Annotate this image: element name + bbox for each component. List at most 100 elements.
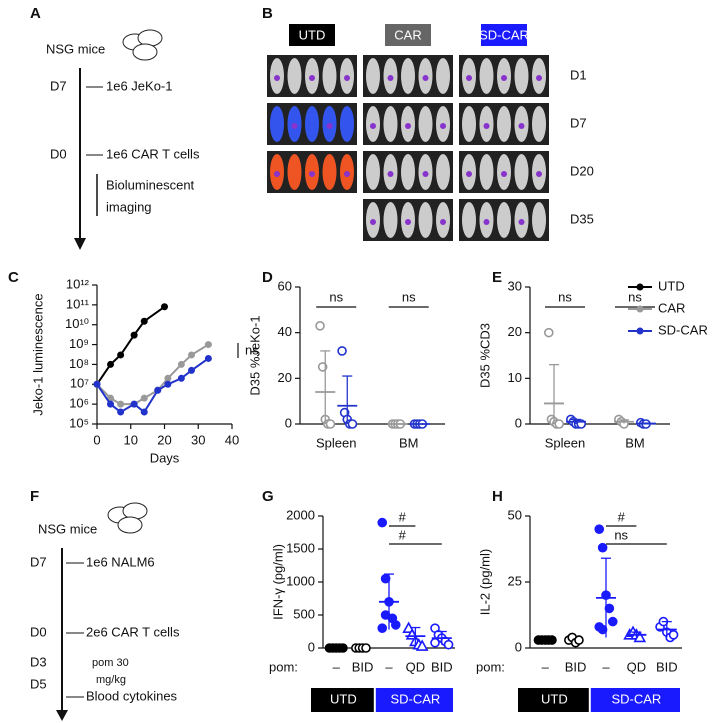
y-axis-label: D35 %CD3 (477, 323, 492, 388)
data-point (543, 327, 554, 338)
mouse-image (436, 58, 450, 94)
column-header-box (385, 24, 431, 46)
legend-dot (636, 327, 644, 335)
legend-label: SD-CAR (658, 322, 708, 337)
series-line (96, 305, 166, 385)
y-tick-label: 2000 (286, 507, 315, 522)
signal (309, 171, 315, 177)
signal (483, 219, 490, 225)
x-tick-label: 40 (225, 432, 239, 447)
data-point (204, 341, 212, 349)
signal (405, 123, 411, 129)
event: 1e6 JeKo-1 (106, 78, 173, 93)
data-point (315, 321, 325, 331)
data-point (164, 380, 172, 388)
significance-label: ns (402, 289, 416, 304)
mouse-image (479, 154, 494, 190)
panel-letter: H (492, 488, 503, 505)
note: pom 30 (92, 657, 129, 669)
data-point (377, 517, 388, 528)
x-tick-label: QD (406, 659, 426, 674)
y-tick-label: 10⁹ (69, 336, 89, 351)
legend-dot (636, 283, 644, 291)
mouse-image (383, 202, 398, 238)
data-point (164, 374, 172, 382)
data-point (377, 623, 388, 634)
legend-label: CAR (658, 300, 685, 315)
data-point (430, 637, 440, 648)
mouse-image (418, 202, 433, 238)
significance-label: ns (329, 289, 343, 304)
mouse-image (497, 106, 511, 142)
y-tick-label: 0 (308, 639, 315, 654)
significance-label: # (618, 509, 626, 524)
y-tick-label: 1000 (286, 573, 315, 588)
significance-label: ns (558, 289, 572, 304)
panel-letter: A (30, 5, 41, 22)
event: 1e6 CAR T cells (106, 146, 200, 161)
note: mg/kg (96, 674, 126, 686)
event: 2e6 CAR T cells (86, 624, 180, 639)
group-label: UTD (330, 691, 357, 706)
mouse-image (287, 154, 302, 190)
panel-letter: D (262, 269, 273, 286)
series-line (96, 343, 209, 406)
mouse-image (532, 202, 546, 238)
signal (274, 171, 280, 177)
y-tick-label: 10⁵ (69, 415, 89, 430)
signal (501, 75, 507, 81)
data-point (177, 374, 185, 382)
y-tick-label: 40 (278, 324, 292, 339)
signal (440, 219, 446, 225)
data-point (337, 346, 347, 356)
y-tick-label: 20 (278, 370, 292, 385)
signal (387, 171, 394, 177)
data-point (154, 386, 162, 394)
data-point (594, 524, 605, 535)
arrow-head (74, 238, 86, 250)
x-tick-label: – (385, 659, 393, 674)
x-tick-label: – (542, 659, 550, 674)
x-tick-label: 30 (191, 432, 205, 447)
y-tick-label: 10⁷ (70, 376, 89, 391)
column-header: UTD (299, 27, 326, 42)
row-label: pom: (476, 659, 505, 674)
event: Blood cytokines (86, 688, 178, 703)
mouse-image (462, 202, 476, 238)
row-label: D1 (570, 67, 587, 82)
data-point (161, 303, 168, 311)
group-box (590, 688, 680, 712)
signal (309, 75, 315, 81)
x-tick-label: BID (431, 659, 453, 674)
data-point (574, 635, 584, 645)
x-tick-label: BID (565, 659, 587, 674)
panel-f: F NSG mice D7 1e6 NALM6 D0 2e6 CAR T cel… (30, 488, 180, 721)
legend-label: UTD (658, 278, 685, 293)
data-point (204, 354, 212, 362)
y-tick-label: 0 (515, 415, 522, 430)
day: D5 (30, 676, 47, 691)
mouse-image (322, 58, 337, 94)
mouse-image (479, 58, 494, 94)
data-point (338, 643, 348, 653)
mouse-image (514, 58, 529, 94)
x-tick-label: Spleen (545, 435, 585, 450)
row-label: D7 (570, 115, 587, 130)
column-header: SD-CAR (479, 27, 529, 42)
column-header: CAR (394, 27, 421, 42)
mouse-image (514, 154, 529, 190)
legend-dot (636, 305, 644, 313)
panel-a: A NSG mice D7 1e6 JeKo-1 D0 1e6 CAR T ce… (30, 5, 200, 250)
mouse-image (270, 106, 284, 142)
signal (518, 123, 525, 129)
data-point (325, 419, 336, 429)
y-tick-label: 10⁶ (69, 396, 89, 411)
data-point (415, 639, 429, 651)
data-point (188, 351, 195, 359)
y-axis-label: IL-2 (pg/ml) (477, 549, 492, 615)
y-tick-label: 25 (508, 573, 522, 588)
signal (370, 123, 376, 129)
y-tick-label: 0 (285, 415, 292, 430)
mouse-image (340, 106, 354, 142)
x-axis-label: Days (150, 450, 180, 465)
